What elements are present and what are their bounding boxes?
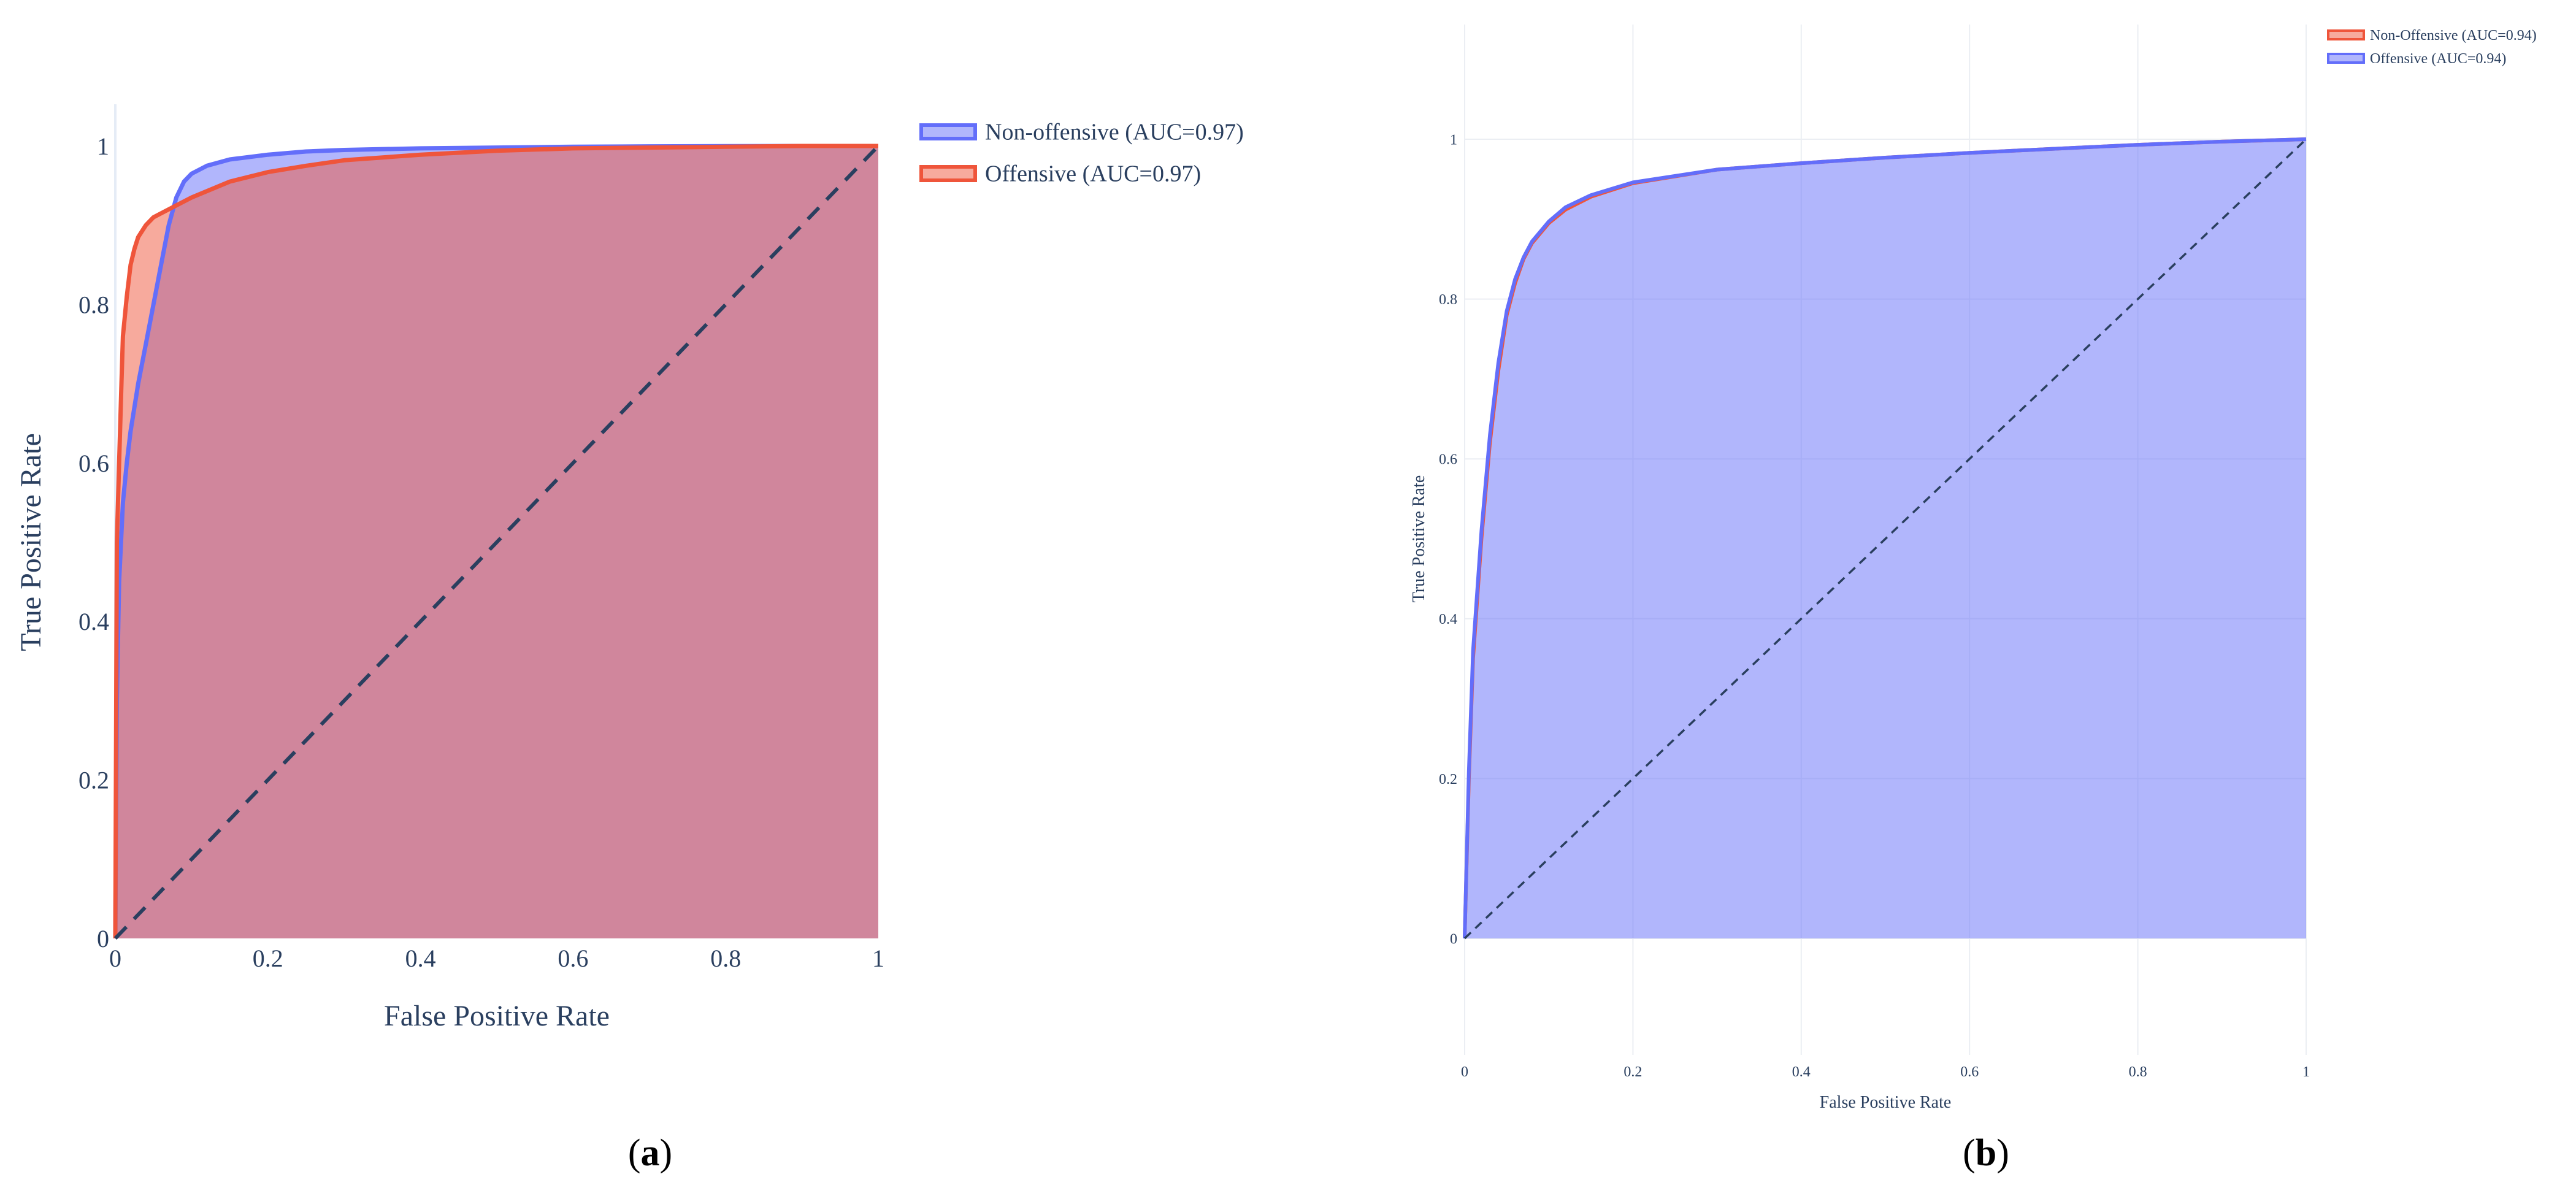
diagonal-reference-line: [113, 144, 880, 940]
y-tick-label: 0.8: [79, 291, 109, 318]
legend: Non-Offensive (AUC=0.94) Offensive (AUC=0…: [2327, 28, 2537, 67]
x-tick-label: 0: [109, 945, 121, 972]
series-line-offensive-auc-0-94: [1463, 137, 2307, 939]
legend-item: Offensive (AUC=0.97): [919, 161, 1201, 187]
caption-letter: b: [1976, 1132, 1996, 1174]
x-tick-label: 0.4: [405, 945, 436, 972]
x-axis-title: False Positive Rate: [384, 1000, 610, 1032]
legend-swatch: [2327, 53, 2365, 64]
legend-item: Non-offensive (AUC=0.97): [919, 120, 1244, 145]
x-tick-label: 0.8: [710, 945, 741, 972]
tick-labels: 0 0.2 0.4 0.6 0.8 1 0 0.2 0.4 0.6 0.8 1: [79, 132, 884, 972]
caption-paren: (: [628, 1132, 641, 1174]
y-tick-label: 1: [1450, 132, 1457, 148]
panel-a: 0 0.2 0.4 0.6 0.8 1 0 0.2 0.4 0.6 0.8 1 False Positi…: [15, 104, 1244, 1174]
y-axis-title: True Positive Rate: [15, 433, 47, 651]
y-tick-label: 0.6: [79, 450, 109, 477]
legend-swatch: [919, 123, 977, 140]
y-tick-label: 0.6: [1439, 452, 1457, 468]
legend-item: Offensive (AUC=0.94): [2327, 51, 2506, 67]
panel-b: 0 0.2 0.4 0.6 0.8 1 0 0.2 0.4 0.6 0.8 1 False Positi…: [1409, 25, 2537, 1174]
legend-item: Non-Offensive (AUC=0.94): [2327, 28, 2537, 44]
y-tick-label: 0: [1450, 931, 1457, 947]
y-axis-title: True Positive Rate: [1409, 475, 1428, 602]
legend-label: Offensive (AUC=0.94): [2370, 51, 2506, 67]
series-lines: [113, 144, 880, 940]
y-tick-label: 0.4: [79, 608, 109, 635]
x-tick-label: 0: [1461, 1064, 1468, 1080]
y-tick-label: 0.4: [1439, 611, 1457, 627]
x-tick-label: 0.2: [1623, 1064, 1642, 1080]
y-tick-label: 0: [97, 925, 109, 953]
x-tick-label: 1: [2302, 1064, 2310, 1080]
x-tick-label: 0.6: [558, 945, 588, 972]
x-tick-label: 0.2: [253, 945, 283, 972]
caption-paren: (: [1963, 1132, 1976, 1174]
legend-label: Offensive (AUC=0.97): [985, 161, 1201, 187]
legend-label: Non-offensive (AUC=0.97): [985, 120, 1244, 145]
x-axis-title: False Positive Rate: [1820, 1093, 1952, 1112]
y-tick-label: 0.2: [79, 767, 109, 794]
y-tick-label: 0.2: [1439, 772, 1457, 788]
caption-paren: ): [660, 1132, 673, 1174]
panel-caption: (b): [1963, 1132, 2009, 1174]
legend: Non-offensive (AUC=0.97) Offensive (AUC=0…: [919, 120, 1244, 187]
x-tick-label: 0.4: [1792, 1064, 1811, 1080]
series-lines: [1463, 137, 2307, 940]
series-line-offensive-auc-0-97: [113, 144, 878, 939]
y-tick-label: 0.8: [1439, 292, 1457, 308]
legend-label: Non-Offensive (AUC=0.94): [2370, 28, 2537, 44]
caption-paren: ): [1996, 1132, 2009, 1174]
x-tick-label: 0.6: [1960, 1064, 1979, 1080]
x-tick-label: 0.8: [2129, 1064, 2147, 1080]
legend-swatch: [919, 165, 977, 182]
legend-swatch: [2327, 29, 2365, 40]
x-tick-label: 1: [872, 945, 884, 972]
y-tick-label: 1: [97, 132, 109, 160]
diagonal-reference-line: [1463, 138, 2307, 940]
panel-caption: (a): [628, 1132, 672, 1174]
caption-letter: a: [641, 1132, 660, 1174]
tick-labels: 0 0.2 0.4 0.6 0.8 1 0 0.2 0.4 0.6 0.8 1: [1439, 132, 2310, 1080]
